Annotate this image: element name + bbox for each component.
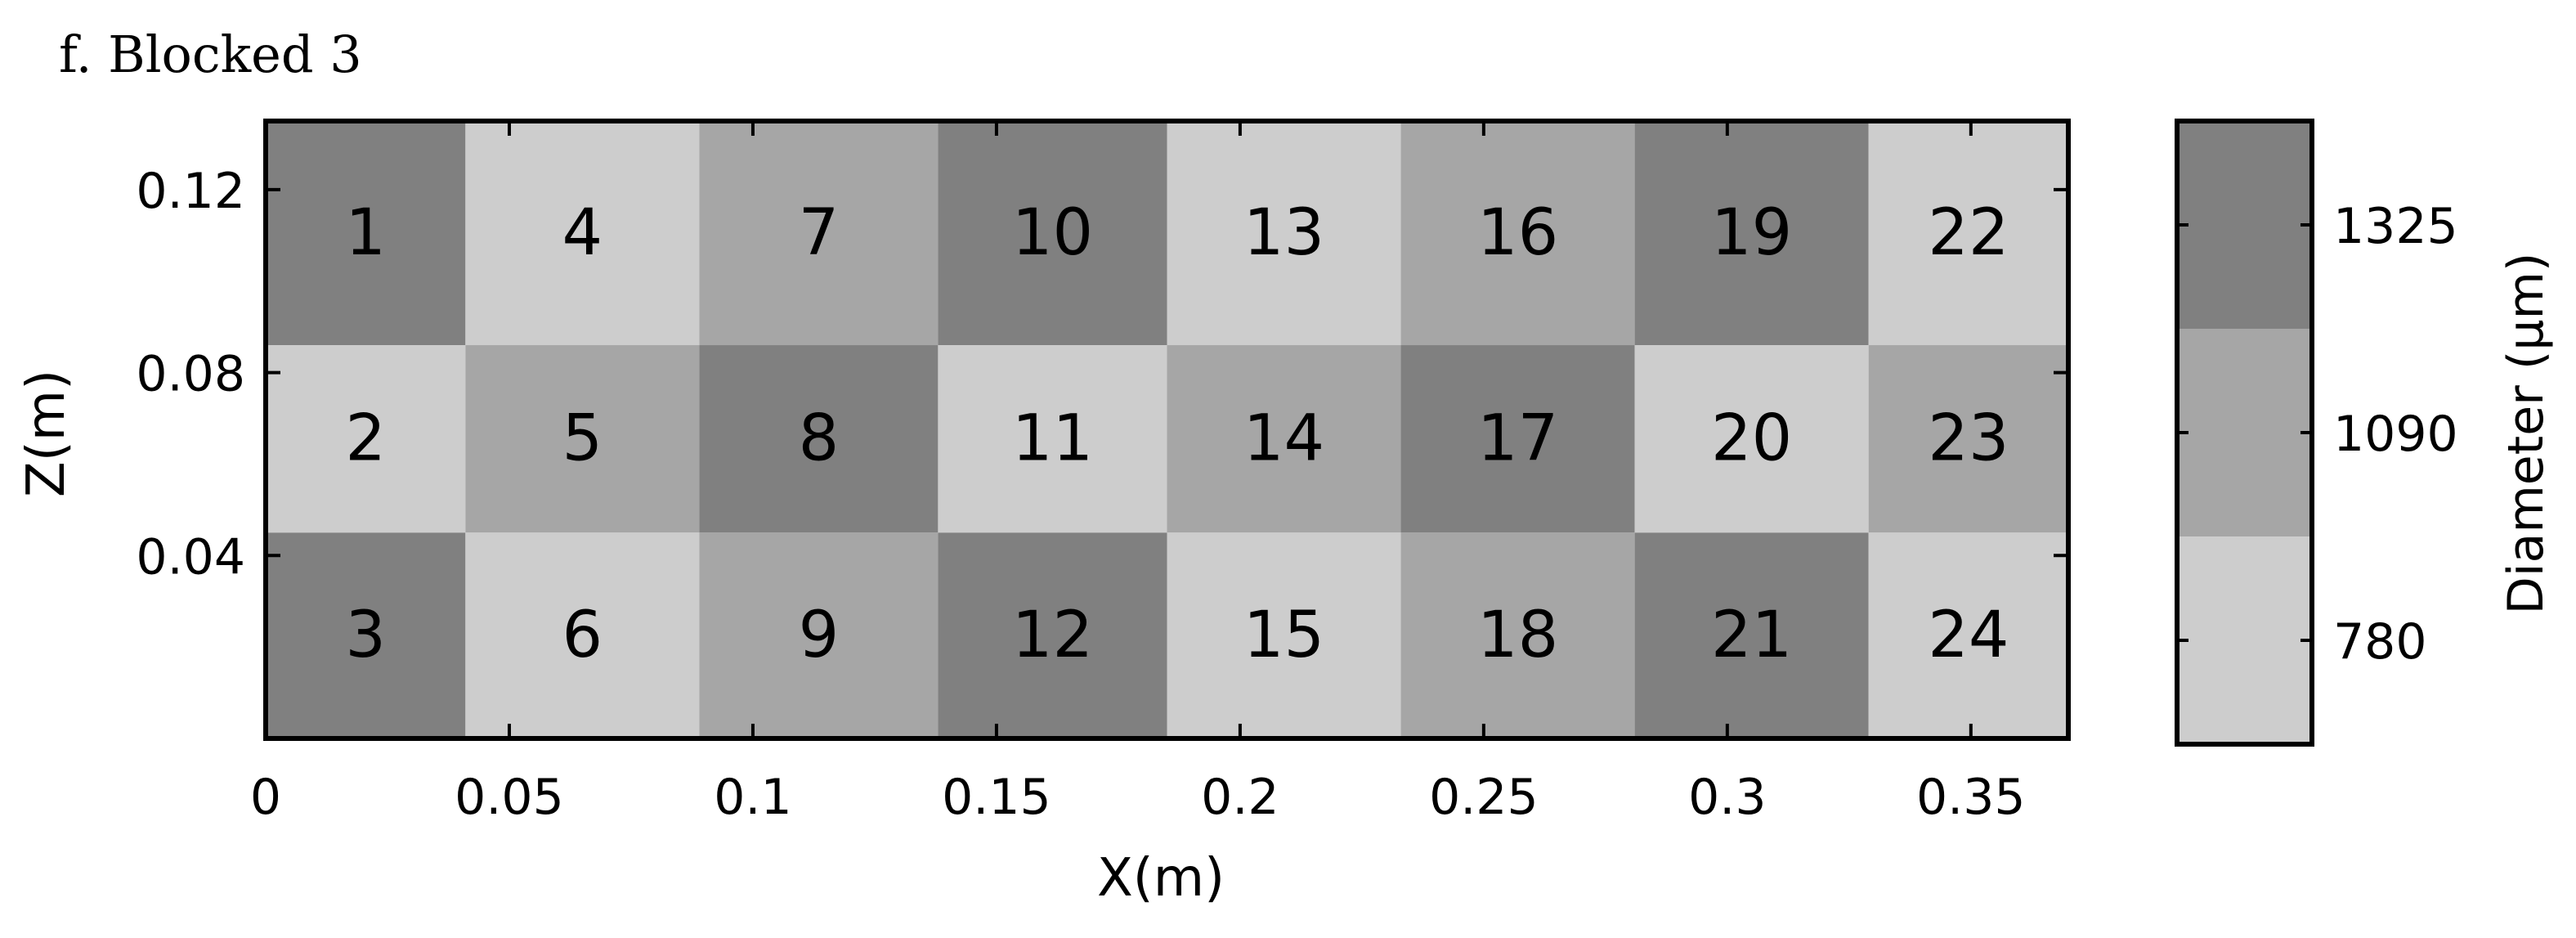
heatmap-cell-24 xyxy=(1868,532,2068,738)
cell-label-6: 6 xyxy=(562,599,603,672)
cell-label-7: 7 xyxy=(799,196,840,270)
cell-label-3: 3 xyxy=(345,599,386,672)
heatmap-cell-8 xyxy=(699,345,939,533)
cell-label-22: 22 xyxy=(1928,196,2009,270)
cell-label-5: 5 xyxy=(562,402,603,476)
heatmap-cell-22 xyxy=(1868,121,2068,346)
cell-label-2: 2 xyxy=(345,402,386,476)
cell-label-10: 10 xyxy=(1012,196,1093,270)
y-tick-label: 0.08 xyxy=(136,346,245,403)
cell-label-13: 13 xyxy=(1243,196,1324,270)
cell-label-23: 23 xyxy=(1928,402,2009,476)
cell-label-21: 21 xyxy=(1711,599,1792,672)
cell-label-20: 20 xyxy=(1711,402,1792,476)
x-tick-label: 0.35 xyxy=(1916,769,2026,826)
cell-label-11: 11 xyxy=(1012,402,1093,476)
heatmap-cell-6 xyxy=(465,532,700,738)
heatmap-cell-10 xyxy=(938,121,1167,346)
cell-label-24: 24 xyxy=(1928,599,2009,672)
heatmap-cell-9 xyxy=(699,532,939,738)
cell-label-8: 8 xyxy=(799,402,840,476)
heatmap-cell-7 xyxy=(699,121,939,346)
y-tick-label: 0.04 xyxy=(136,528,245,586)
cell-label-4: 4 xyxy=(562,196,603,270)
x-tick-label: 0 xyxy=(250,769,281,826)
colorbar-label: Diameter (μm) xyxy=(2498,253,2555,615)
heatmap-cell-5 xyxy=(465,345,700,533)
cell-label-12: 12 xyxy=(1012,599,1093,672)
heatmap-cell-14 xyxy=(1167,345,1401,533)
heatmap-cell-2 xyxy=(266,345,466,533)
heatmap-cell-20 xyxy=(1634,345,1869,533)
heatmap-cell-17 xyxy=(1400,345,1635,533)
colorbar-tick-label: 1090 xyxy=(2333,406,2458,463)
cell-label-19: 19 xyxy=(1711,196,1792,270)
heatmap-cell-11 xyxy=(938,345,1167,533)
x-tick-label: 0.2 xyxy=(1201,769,1279,826)
heatmap-cell-23 xyxy=(1868,345,2068,533)
heatmap-cell-12 xyxy=(938,532,1167,738)
colorbar-tick-label: 780 xyxy=(2333,613,2427,671)
x-tick-label: 0.1 xyxy=(714,769,791,826)
x-tick-label: 0.05 xyxy=(455,769,564,826)
x-tick-label: 0.25 xyxy=(1429,769,1539,826)
colorbar-segment-780 xyxy=(2177,536,2312,744)
cell-label-17: 17 xyxy=(1477,402,1558,476)
colorbar-segment-1090 xyxy=(2177,329,2312,536)
colorbar-ticks: 1325 1090 780 xyxy=(2177,198,2458,671)
cell-label-14: 14 xyxy=(1243,402,1324,476)
x-axis: 0 0.05 0.1 0.15 0.2 0.25 0.3 0.35 xyxy=(250,121,2026,826)
heatmap-cell-18 xyxy=(1400,532,1635,738)
colorbar xyxy=(2177,121,2312,744)
heatmap-cell-21 xyxy=(1634,532,1869,738)
cell-label-9: 9 xyxy=(799,599,840,672)
y-axis: 0.12 0.08 0.04 xyxy=(136,163,2068,586)
cell-label-1: 1 xyxy=(345,196,386,270)
heatmap-cell-1 xyxy=(266,121,466,346)
panel-title: f. Blocked 3 xyxy=(59,25,362,84)
heatmap-cells xyxy=(266,121,2068,738)
cell-label-16: 16 xyxy=(1477,196,1558,270)
plot-frame xyxy=(263,119,2071,741)
heatmap-cell-3 xyxy=(266,532,466,738)
colorbar-tick-label: 1325 xyxy=(2333,198,2458,255)
y-axis-label: Z(m) xyxy=(16,370,77,497)
heatmap-cell-16 xyxy=(1400,121,1635,346)
cell-label-18: 18 xyxy=(1477,599,1558,672)
heatmap-cell-15 xyxy=(1167,532,1401,738)
heatmap-cell-13 xyxy=(1167,121,1401,346)
heatmap-cell-19 xyxy=(1634,121,1869,346)
heatmap-cell-4 xyxy=(465,121,700,346)
x-tick-label: 0.3 xyxy=(1688,769,1766,826)
colorbar-segment-1325 xyxy=(2177,121,2312,329)
cell-label-15: 15 xyxy=(1243,599,1324,672)
x-axis-label: X(m) xyxy=(1097,848,1225,909)
y-tick-label: 0.12 xyxy=(136,163,245,220)
x-tick-label: 0.15 xyxy=(942,769,1051,826)
